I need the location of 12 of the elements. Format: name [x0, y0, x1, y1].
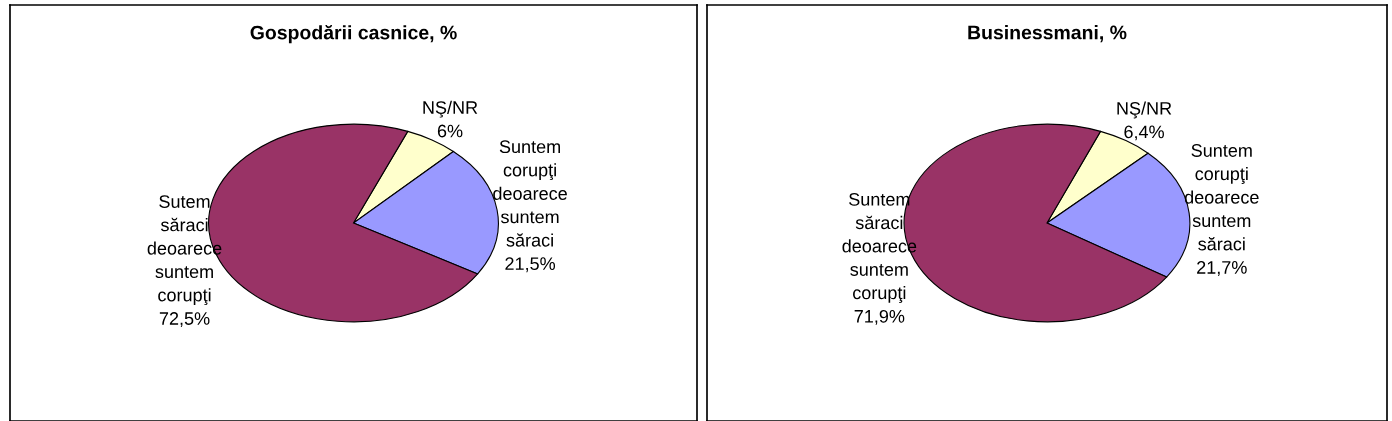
- slice-label: NŞ/NR: [423, 100, 478, 118]
- slice-label: Suntem corupţi deoarece suntem săraci: [1184, 144, 1259, 251]
- data-label: 21,5%: [505, 257, 556, 273]
- data-label: 72,5%: [159, 312, 210, 328]
- data-label: 6%: [437, 124, 463, 138]
- chart-title: Businessmani, %: [968, 25, 1127, 43]
- data-label: 21,7%: [1197, 261, 1247, 276]
- data-label: 6,4%: [1124, 125, 1164, 141]
- chart-title: Gospodării casnice, %: [250, 24, 457, 44]
- slice-label: NŞ/NR: [1117, 101, 1172, 119]
- data-label: 71,9%: [854, 309, 905, 325]
- slice-label: Suntem corupţi deoarece suntem săraci: [493, 140, 567, 247]
